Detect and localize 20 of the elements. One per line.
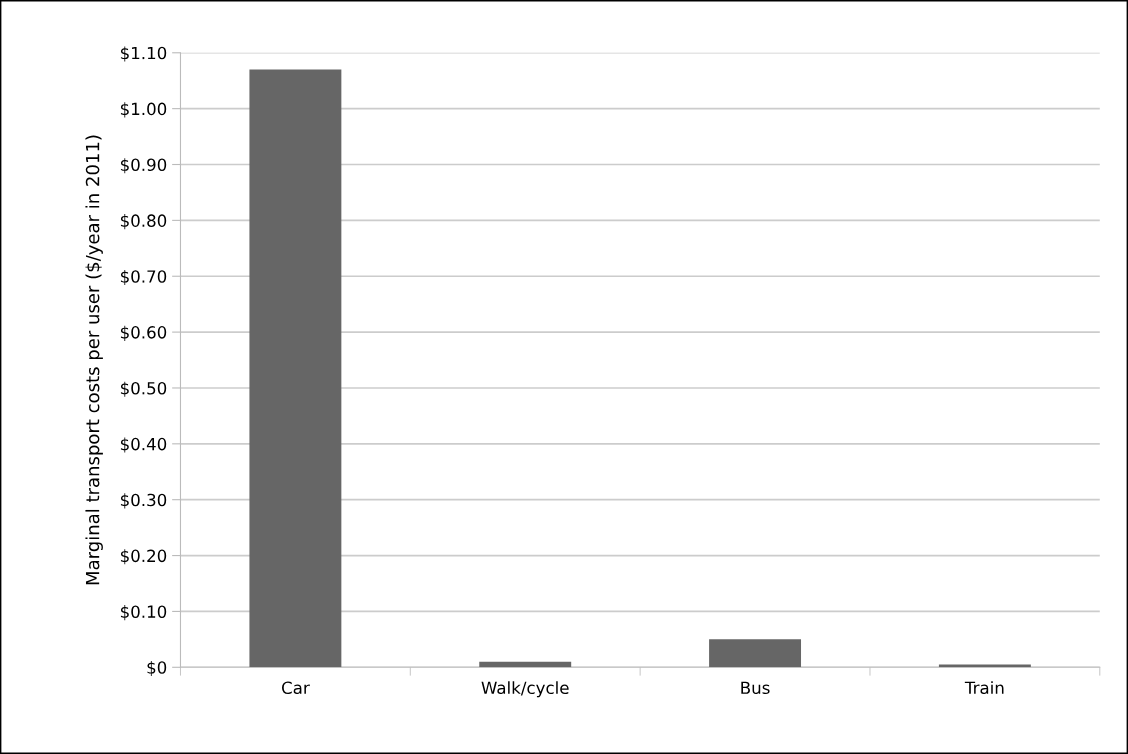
y-tick-label: $0.60 [120, 325, 167, 341]
y-tick-label: $0.90 [120, 158, 167, 174]
bar [709, 639, 802, 668]
bar [249, 69, 342, 668]
y-tick-label: $1.00 [120, 102, 167, 118]
y-tick-label: $0.40 [120, 437, 167, 453]
y-tick-label: $0.20 [120, 549, 167, 565]
y-axis-title: Marginal transport costs per user ($/year in 2011) [85, 135, 103, 585]
x-tick-label: Bus [741, 681, 770, 695]
y-tick-label: $0 [147, 660, 167, 677]
y-tick-label: $0.10 [120, 605, 167, 621]
y-tick-label: $0.70 [120, 269, 167, 286]
y-tick-label: $1.10 [120, 46, 167, 62]
y-tick-label: $0.80 [120, 214, 167, 230]
x-tick-label: Walk/cycle [481, 681, 569, 698]
y-tick-label: $0.30 [120, 493, 167, 509]
y-tick-label: $0.50 [120, 381, 167, 397]
x-tick-label: Car [281, 681, 310, 695]
x-tick-label: Train [964, 681, 1004, 695]
bar [938, 664, 1031, 668]
